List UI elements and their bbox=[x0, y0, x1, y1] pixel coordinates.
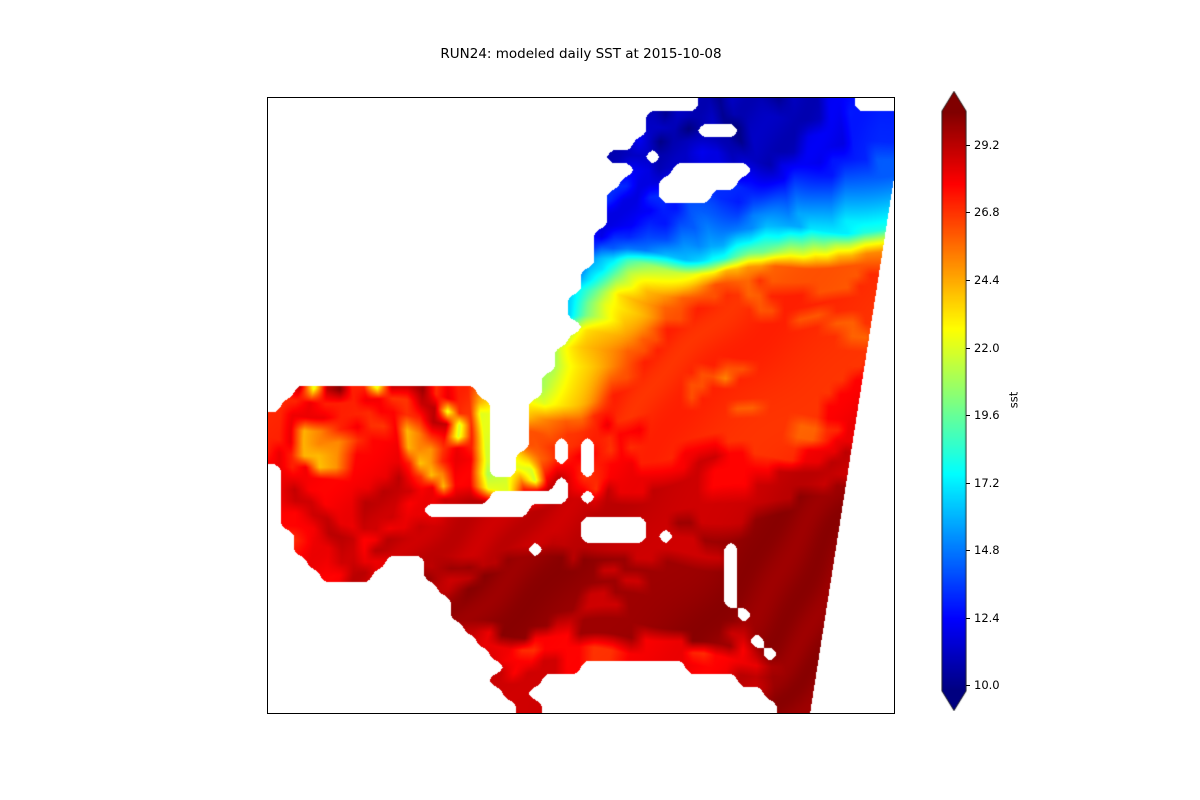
colorbar-tick-mark bbox=[966, 618, 970, 619]
colorbar-tick-mark bbox=[966, 685, 970, 686]
colorbar-tick-mark bbox=[966, 483, 970, 484]
colorbar-tick-mark bbox=[966, 145, 970, 146]
map-plot-area bbox=[267, 97, 895, 714]
colorbar-tick-label: 12.4 bbox=[974, 611, 1000, 625]
colorbar-tick-label: 17.2 bbox=[974, 476, 1000, 490]
chart-title: RUN24: modeled daily SST at 2015-10-08 bbox=[440, 46, 722, 62]
colorbar-tick-label: 19.6 bbox=[974, 408, 1000, 422]
colorbar-tick-label: 24.4 bbox=[974, 273, 1000, 287]
colorbar-tick-mark bbox=[966, 415, 970, 416]
colorbar-gradient bbox=[941, 91, 967, 711]
colorbar-tick-label: 29.2 bbox=[974, 138, 1000, 152]
colorbar-tick-mark bbox=[966, 212, 970, 213]
colorbar-tick-label: 14.8 bbox=[974, 543, 1000, 557]
sst-heatmap-canvas bbox=[268, 98, 894, 713]
colorbar-tick-label: 10.0 bbox=[974, 678, 1000, 692]
colorbar-tick-mark bbox=[966, 348, 970, 349]
colorbar-label: sst bbox=[1006, 391, 1021, 409]
colorbar-tick-label: 22.0 bbox=[974, 341, 1000, 355]
colorbar-tick-mark bbox=[966, 280, 970, 281]
colorbar bbox=[941, 91, 967, 711]
colorbar-tick-mark bbox=[966, 550, 970, 551]
colorbar-tick-label: 26.8 bbox=[974, 205, 1000, 219]
